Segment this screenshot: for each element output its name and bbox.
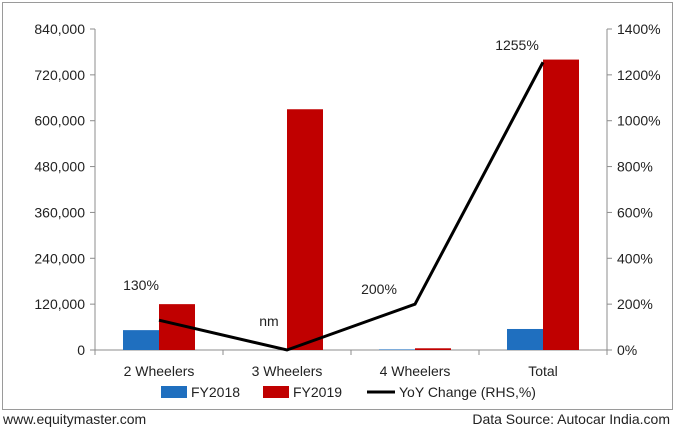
- yoy-data-label: 1255%: [495, 37, 539, 53]
- yoy-change-line: [158, 61, 545, 352]
- left-tick-label: 240,000: [34, 250, 85, 266]
- x-category-label: Total: [528, 363, 558, 379]
- right-tick-label: 1000%: [617, 113, 661, 129]
- bar-fy2018: [379, 349, 415, 350]
- right-tick-label: 400%: [617, 250, 653, 266]
- yoy-data-label: 200%: [361, 281, 397, 297]
- chart-frame: 0 120,000 240,000 360,000 480,000 600,000 720,…: [2, 2, 673, 410]
- right-tick-label: 1200%: [617, 67, 661, 83]
- right-tick-label: 200%: [617, 296, 653, 312]
- right-tick-label: 1400%: [617, 21, 661, 37]
- legend-label: FY2018: [191, 384, 240, 400]
- left-tick-label: 600,000: [34, 113, 85, 129]
- footer-source: Data Source: Autocar India.com: [472, 411, 670, 427]
- left-tick-label: 0: [77, 342, 85, 358]
- legend-swatch-fy2019: [263, 386, 289, 398]
- x-category-label: 2 Wheelers: [124, 363, 195, 379]
- footer-website: www.equitymaster.com: [3, 411, 147, 427]
- x-category-label: 3 Wheelers: [252, 363, 323, 379]
- bar-fy2019: [543, 59, 579, 350]
- left-tick-label: 720,000: [34, 67, 85, 83]
- chart-svg: 0 120,000 240,000 360,000 480,000 600,000 720,…: [34, 21, 661, 400]
- right-tick-label: 600%: [617, 204, 653, 220]
- left-tick-label: 120,000: [34, 296, 85, 312]
- left-tick-label: 480,000: [34, 159, 85, 175]
- right-tick-label: 0%: [617, 342, 637, 358]
- yoy-data-label: nm: [259, 313, 278, 329]
- left-tick-label: 360,000: [34, 204, 85, 220]
- legend-label: YoY Change (RHS,%): [399, 384, 536, 400]
- bar-fy2018: [507, 328, 543, 350]
- yoy-data-label: 130%: [123, 277, 159, 293]
- bar-fy2018: [123, 330, 159, 350]
- x-category-label: 4 Wheelers: [380, 363, 451, 379]
- legend-swatch-fy2018: [161, 386, 187, 398]
- bar-fy2019: [287, 109, 323, 350]
- right-tick-label: 800%: [617, 159, 653, 175]
- legend-label: FY2019: [293, 384, 342, 400]
- bar-fy2019: [415, 348, 451, 350]
- left-tick-label: 840,000: [34, 21, 85, 37]
